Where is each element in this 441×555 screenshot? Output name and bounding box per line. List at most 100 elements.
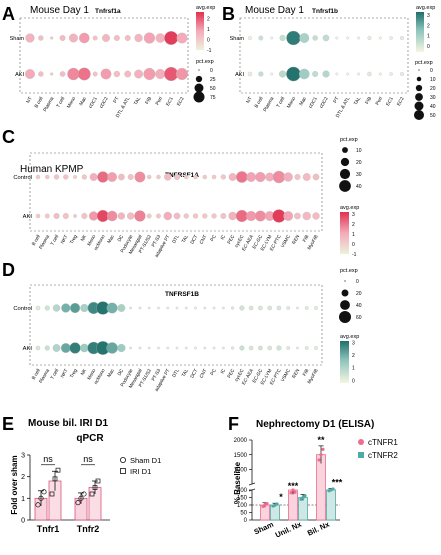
col-label: Treg [69, 234, 78, 245]
col-label: Mono [66, 96, 77, 110]
dot [367, 71, 372, 77]
dot [272, 170, 286, 184]
panel-letter-a: A [2, 4, 15, 24]
x-tick-label: Tnfr1 [37, 524, 60, 534]
col-label: cDC2 [319, 96, 330, 110]
dot [61, 303, 71, 313]
y-tick-label: 150 [237, 496, 248, 502]
data-point [92, 485, 98, 490]
panel-b-color-bar [416, 12, 424, 52]
dot [157, 346, 160, 350]
col-label: FIB [302, 234, 310, 243]
panel-a-frame [19, 17, 189, 94]
dot [254, 210, 266, 222]
col-label: Mac [298, 95, 308, 106]
panel-a-size-legend-title: pct.exp [196, 59, 214, 65]
col-label: FIB [144, 96, 153, 105]
dot [100, 68, 112, 80]
dot [38, 35, 44, 41]
legend-marker [358, 452, 364, 458]
dot [286, 346, 291, 350]
panel-c-label: Human KPMP [20, 164, 84, 175]
panel-f: F Nephrectomy D1 (ELISA) % Baseline 050 1… [228, 414, 398, 540]
dot [221, 346, 225, 350]
dot [235, 210, 248, 222]
color-tick-label: 3 [352, 340, 355, 346]
dot [164, 173, 172, 181]
col-label: cDC1 [88, 96, 99, 110]
significance-label: *** [332, 477, 343, 487]
dot [228, 173, 237, 181]
data-point [41, 489, 47, 495]
dot [129, 346, 133, 350]
dot [294, 174, 301, 180]
panel-e-subtitle: qPCR [76, 433, 104, 444]
dot [211, 213, 217, 219]
dot [67, 67, 80, 81]
dot [302, 173, 311, 181]
color-tick-label: 1 [427, 34, 430, 40]
dot [92, 35, 98, 41]
y-tick-label: 2000 [234, 438, 248, 444]
col-label: NKT [60, 234, 69, 245]
y-tick-label: 1500 [234, 453, 248, 459]
data-point [331, 487, 335, 491]
y-tick-label: 100 [237, 503, 248, 509]
col-label: Mono [86, 234, 96, 247]
panel-a-color-ticks: 2 1 0 -1 [207, 16, 212, 54]
size-legend-dot [344, 280, 346, 282]
dot [296, 306, 299, 310]
dot [211, 174, 217, 180]
row-label: Sham [10, 36, 25, 42]
dot [59, 35, 66, 41]
dot [147, 306, 151, 310]
col-label: CNT [199, 368, 208, 379]
col-label: Mono [86, 368, 96, 381]
dot [335, 36, 339, 40]
dot [89, 173, 98, 181]
panel-d-color-ticks: 3 2 1 0 [352, 340, 355, 384]
col-label: Plasma [42, 96, 55, 113]
size-legend-dot [341, 289, 349, 297]
dot [35, 213, 41, 219]
panel-letter-d: D [2, 260, 15, 280]
color-tick-label: 2 [427, 23, 430, 29]
dot [25, 33, 35, 43]
panel-e-plot: 0 1 2 3 Tnfr1 ns Tnfr2 ns Sham D1 IRI D1 [21, 453, 161, 535]
dot [400, 36, 404, 40]
dot [203, 346, 207, 350]
size-legend-label: 75 [210, 95, 216, 101]
panel-letter-c: C [2, 127, 15, 147]
size-legend-dot [413, 109, 425, 121]
dot [357, 72, 360, 76]
dot [184, 306, 188, 310]
dot [138, 306, 142, 310]
dot [174, 174, 180, 180]
dot [400, 72, 404, 76]
dot [113, 35, 120, 41]
dot [176, 32, 188, 44]
col-label: Plasma [262, 96, 275, 113]
size-legend-dot [195, 75, 203, 83]
panel-b-frame [239, 17, 409, 94]
x-tick-label: Bil. Nx [306, 519, 332, 537]
dot [267, 345, 272, 351]
col-label: Treg [69, 368, 78, 379]
panel-a-label: Mouse Day 1 [30, 5, 89, 16]
data-point [81, 491, 87, 497]
panel-b-color-legend-title: avg.exp [416, 5, 435, 11]
color-tick-label: 0 [352, 378, 355, 384]
data-point [303, 494, 307, 498]
panel-b-label: Mouse Day 1 [245, 5, 304, 16]
dot [44, 213, 50, 219]
col-label: DTL [171, 234, 180, 245]
significance-label: * [279, 492, 283, 502]
dot [80, 303, 89, 313]
col-label: REN [291, 234, 300, 245]
panel-c-color-ticks: 3 2 1 0 -1 [352, 212, 357, 258]
dot [53, 213, 60, 219]
dot [117, 343, 126, 353]
dot [50, 36, 54, 40]
size-legend-dot [416, 76, 422, 82]
